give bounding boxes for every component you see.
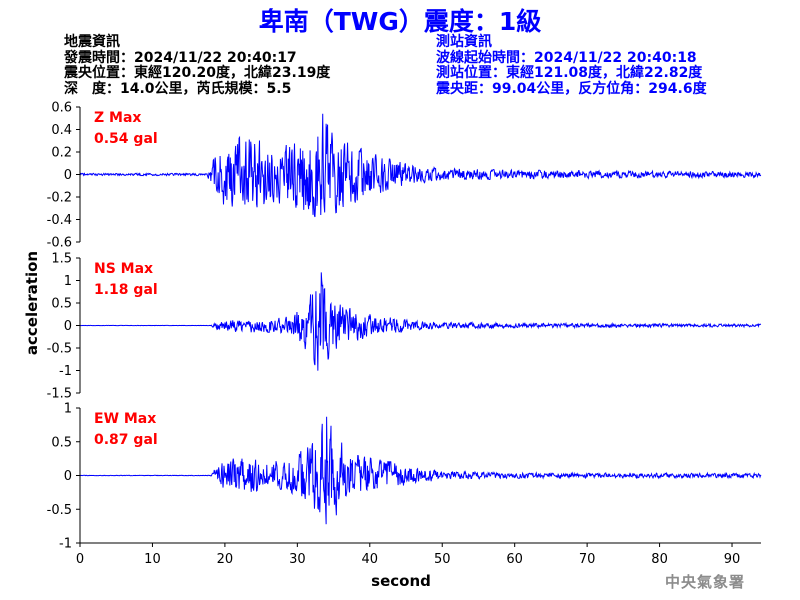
max-value-ew: 0.87 gal <box>94 432 158 448</box>
wave-start-time: 波線起始時間：2024/11/22 20:40:18 <box>436 49 697 66</box>
x-tick-label: 90 <box>724 552 741 567</box>
station-info-heading: 測站資訊 <box>436 34 492 50</box>
waveform-ew <box>79 416 762 525</box>
y-tick-label: 0.6 <box>51 101 72 116</box>
panel-ns: 1.5 1 0.5 0 -0.5 -1 -1.5 NS Max 1.18 gal <box>47 252 762 402</box>
x-tick-label: 10 <box>144 552 161 567</box>
depth-magnitude: 深 度：14.0公里，芮氏規模：5.5 <box>64 80 292 97</box>
x-tick-label: 70 <box>579 552 596 567</box>
chart-title: 卑南（TWG）震度：1級 <box>258 7 542 36</box>
x-tick-label: 20 <box>217 552 234 567</box>
y-tick-label: -1 <box>59 364 72 379</box>
y-tick-label: -0.2 <box>47 191 72 206</box>
y-tick-label: 0.2 <box>51 146 72 161</box>
y-tick-label: -0.5 <box>47 342 72 357</box>
max-value-z: 0.54 gal <box>94 131 158 147</box>
y-axis-label: acceleration <box>23 251 41 355</box>
waveform-ns <box>79 272 762 371</box>
y-tick-label: 0.4 <box>51 123 72 138</box>
station-location: 測站位置：東經121.08度，北緯22.82度 <box>436 65 703 81</box>
station-info-block: 測站資訊 波線起始時間：2024/11/22 20:40:18 測站位置：東經1… <box>436 34 707 97</box>
y-tick-label: -1.5 <box>47 387 72 402</box>
panel-ew: 1 0.5 0 -0.5 -1 EW Max 0.87 gal <box>47 402 762 552</box>
x-axis: 0 10 20 30 40 50 60 70 80 90 <box>76 542 761 567</box>
epicenter-location: 震央位置：東經120.20度，北緯23.19度 <box>64 65 331 81</box>
max-label-ns: NS Max <box>94 261 153 277</box>
waveform-z <box>79 113 762 218</box>
y-tick-label: 1.5 <box>51 252 72 267</box>
earthquake-info-heading: 地震資訊 <box>64 34 120 50</box>
y-tick-label: -0.5 <box>47 503 72 518</box>
x-tick-label: 80 <box>651 552 668 567</box>
seismogram-panels: 0.6 0.4 0.2 0 -0.2 -0.4 -0.6 Z Max 0.54 gal 1.5 1 0… <box>47 101 762 552</box>
earthquake-info-block: 地震資訊 發震時間：2024/11/22 20:40:17 震央位置：東經120… <box>64 34 331 97</box>
y-tick-label: 1 <box>64 274 72 289</box>
x-tick-label: 40 <box>362 552 379 567</box>
y-tick-label: 1 <box>64 402 72 417</box>
max-value-ns: 1.18 gal <box>94 282 158 298</box>
y-tick-label: -1 <box>59 537 72 552</box>
x-tick-label: 60 <box>506 552 523 567</box>
y-tick-label: 0.5 <box>51 297 72 312</box>
max-label-z: Z Max <box>94 110 141 126</box>
origin-time: 發震時間：2024/11/22 20:40:17 <box>64 49 297 66</box>
y-tick-label: 0 <box>64 168 72 183</box>
x-tick-label: 30 <box>289 552 306 567</box>
max-label-ew: EW Max <box>94 411 156 427</box>
y-tick-label: -0.6 <box>47 236 72 251</box>
epicentral-distance-azimuth: 震央距：99.04公里，反方位角：294.6度 <box>436 80 707 97</box>
y-tick-label: 0 <box>64 469 72 484</box>
x-axis-label: second <box>371 572 431 590</box>
agency-watermark: 中央氣象署 <box>664 573 745 591</box>
x-tick-label: 0 <box>76 552 84 567</box>
panel-z: 0.6 0.4 0.2 0 -0.2 -0.4 -0.6 Z Max 0.54 gal <box>47 101 762 251</box>
y-tick-label: 0.5 <box>51 435 72 450</box>
y-tick-label: -0.4 <box>47 213 72 228</box>
y-tick-label: 0 <box>64 319 72 334</box>
x-tick-label: 50 <box>434 552 451 567</box>
